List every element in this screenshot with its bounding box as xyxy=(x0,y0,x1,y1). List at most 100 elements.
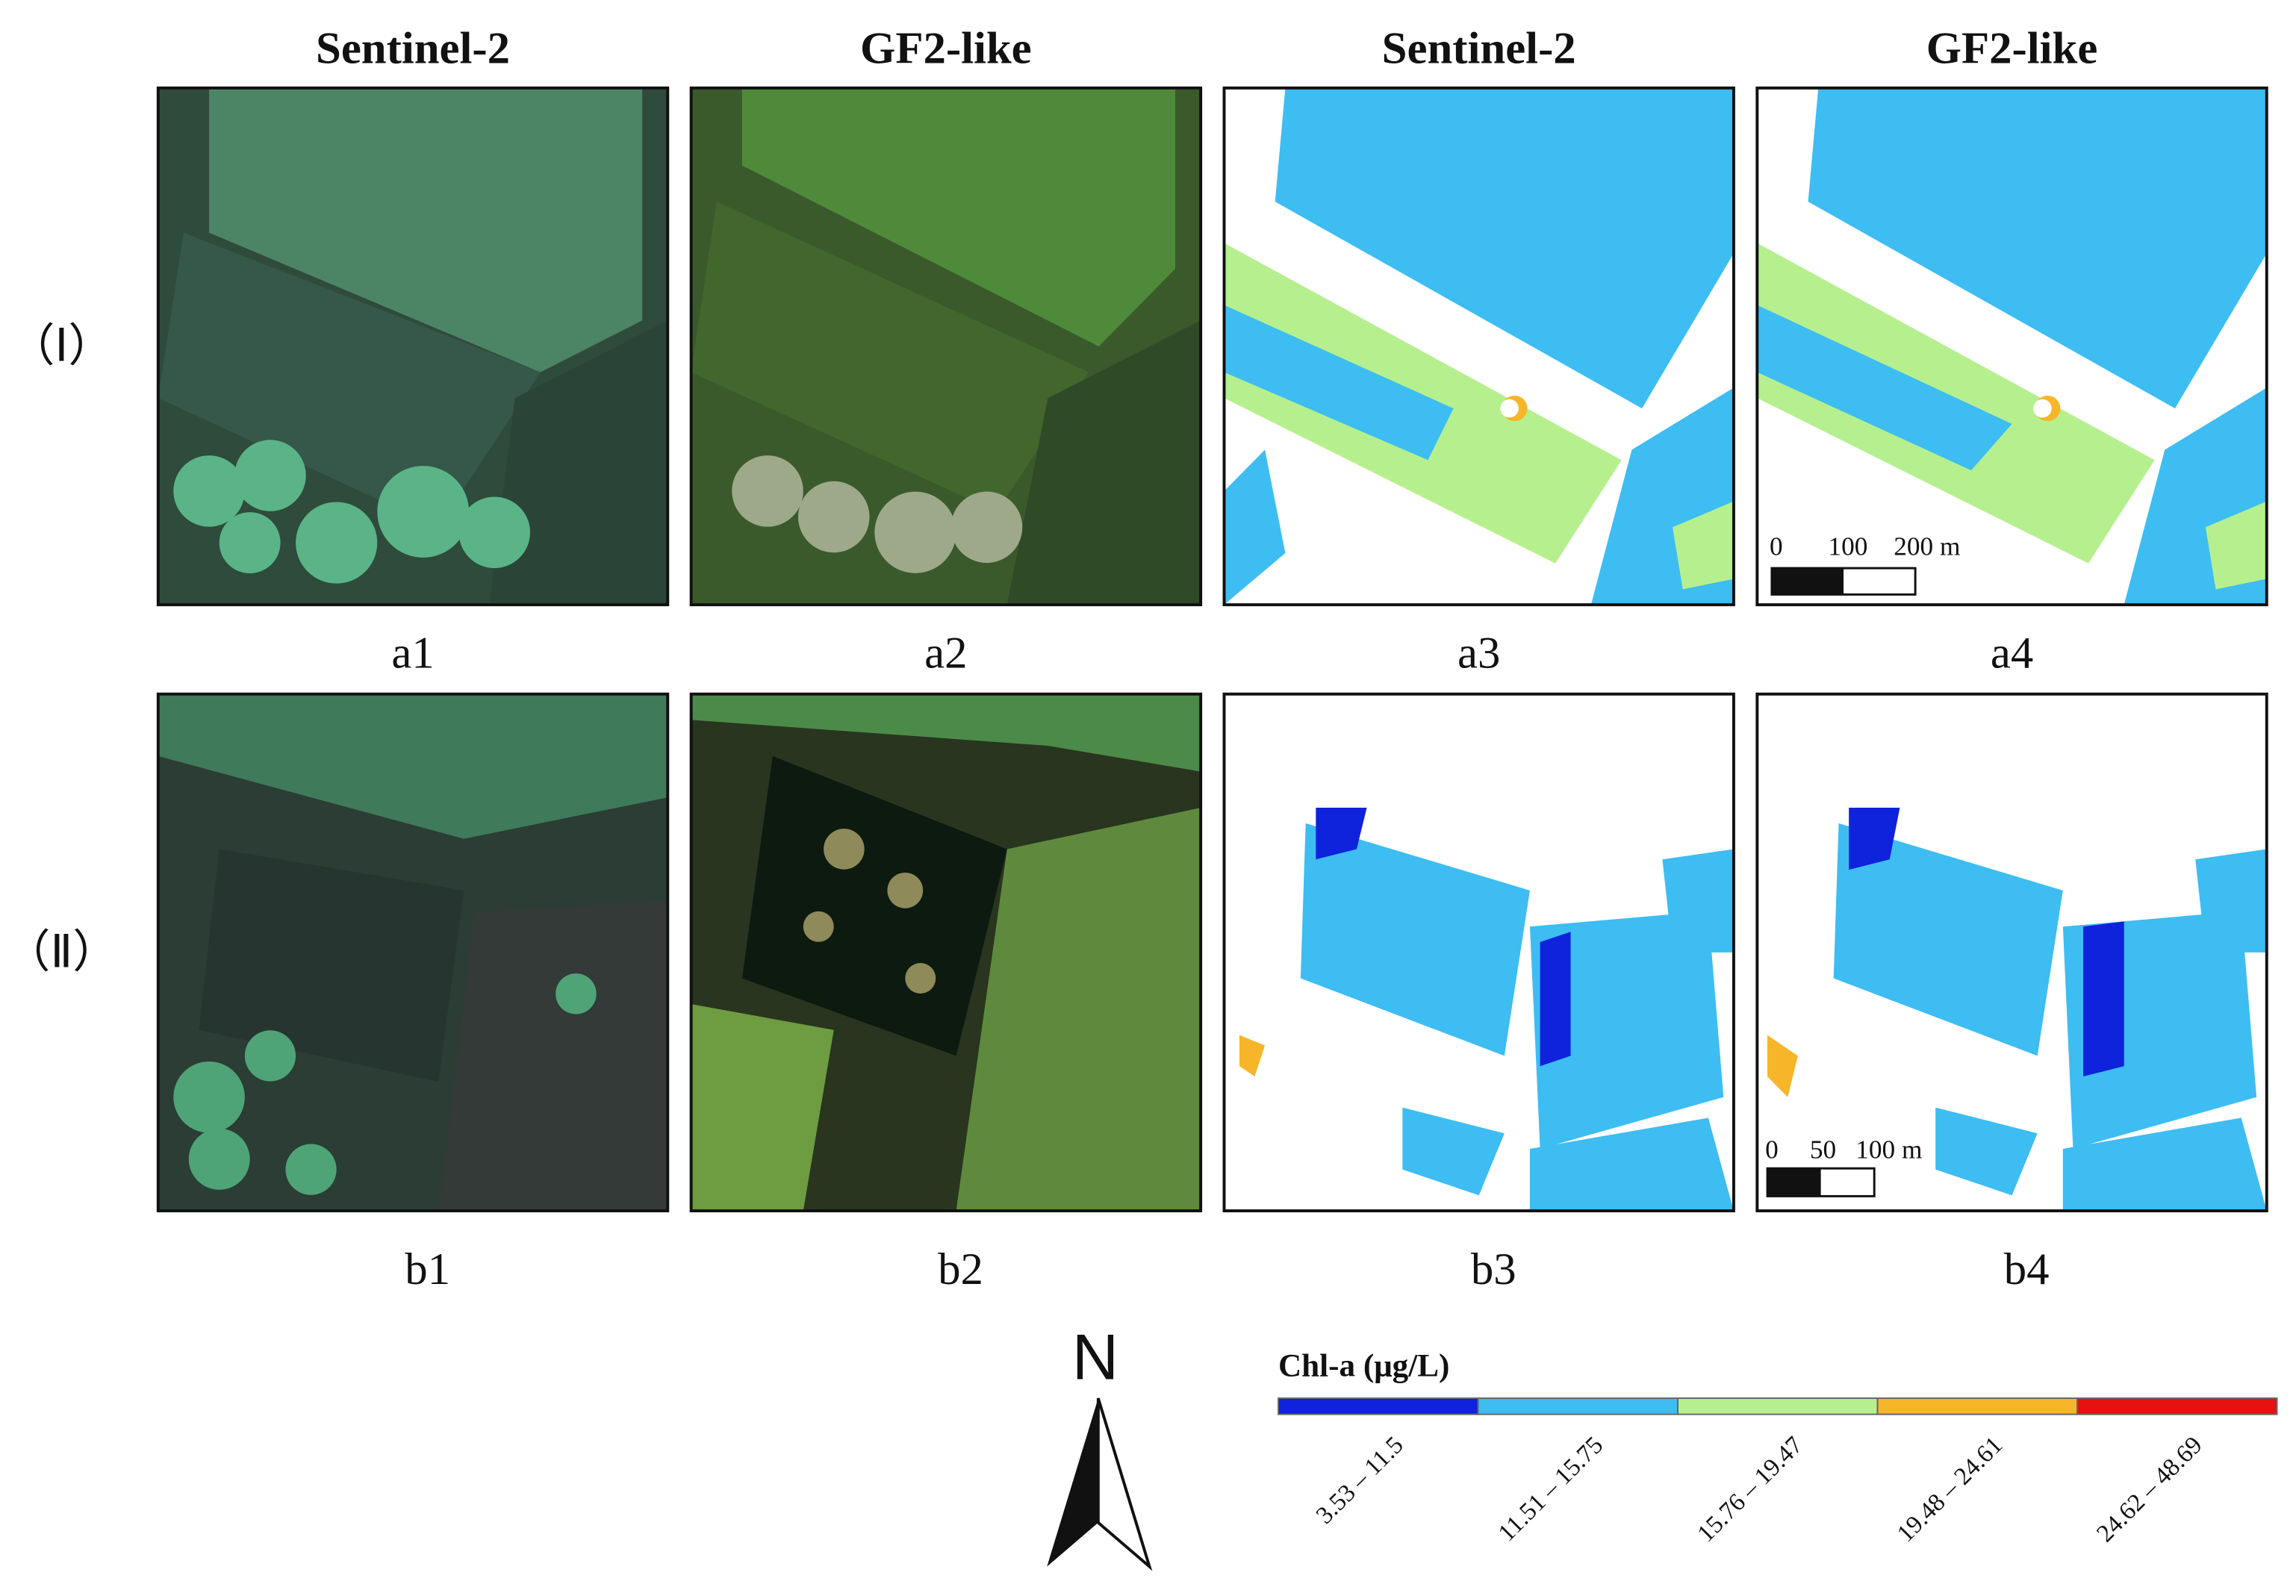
image-panel xyxy=(156,86,670,607)
panel-shape xyxy=(803,911,834,942)
scale-bar-label: 0 xyxy=(1770,532,1783,561)
scale-bar-label: 50 xyxy=(1810,1135,1836,1164)
panel-shape xyxy=(234,440,306,511)
panel-shape xyxy=(1402,1107,1505,1196)
panel-label: b2 xyxy=(938,1244,983,1294)
panel-border xyxy=(689,86,1203,607)
panel-border xyxy=(1222,86,1735,607)
legend-swatch xyxy=(1677,1397,1879,1415)
column-header: GF2-like xyxy=(860,24,1032,74)
row-label: （Ⅰ） xyxy=(10,322,114,372)
row-label: （Ⅱ） xyxy=(5,928,118,978)
legend-label: 15.76 – 19.47 xyxy=(1692,1431,1808,1547)
scale-bar-label: 200 m xyxy=(1894,532,1960,561)
panel-border xyxy=(1222,692,1735,1212)
panel-shape xyxy=(1239,1035,1266,1077)
panel-shape xyxy=(1673,501,1734,590)
panel-label: a1 xyxy=(391,628,434,678)
legend-swatch xyxy=(1278,1397,1479,1415)
north-arrow-left xyxy=(1047,1398,1098,1567)
panel-shape xyxy=(1529,1117,1734,1212)
legend-title: Chl-a (μg/L) xyxy=(1278,1349,1449,1384)
scale-bar-label: 100 m xyxy=(1855,1135,1922,1164)
panel-border xyxy=(1755,692,2268,1212)
scale-bar-black xyxy=(1771,568,1844,595)
image-panel xyxy=(689,692,1203,1212)
column-header: Sentinel-2 xyxy=(1382,24,1576,74)
panel-shape xyxy=(209,87,643,372)
panel-shape xyxy=(874,491,956,573)
panel-shape xyxy=(438,900,668,1212)
panel-shape xyxy=(173,455,245,527)
panel-shape xyxy=(188,1128,250,1190)
panel-shape xyxy=(1500,399,1519,418)
north-label: N xyxy=(1072,1322,1119,1394)
panel-shape xyxy=(158,693,668,839)
panel-shape xyxy=(1224,305,1454,461)
panel-shape xyxy=(824,829,865,870)
panel-shape xyxy=(296,502,378,584)
panel-shape xyxy=(1757,305,2012,471)
legend-label: 19.48 – 24.61 xyxy=(1891,1431,2008,1547)
legend-label: 3.53 – 11.5 xyxy=(1310,1431,1408,1529)
image-panel xyxy=(156,692,670,1212)
panel-shape xyxy=(956,808,1201,1212)
panel-border xyxy=(156,86,670,607)
panel-shape xyxy=(1007,320,1201,605)
legend-swatch xyxy=(1477,1397,1679,1415)
column-header: GF2-like xyxy=(1926,24,2098,74)
panel-shape xyxy=(691,202,1089,512)
north-arrow-right xyxy=(1096,1397,1153,1571)
panel-shape xyxy=(732,455,803,527)
panel-shape xyxy=(1935,1107,2038,1196)
legend-label: 24.62 – 48.69 xyxy=(2091,1431,2208,1547)
panel-shape xyxy=(2205,501,2267,590)
panel-border xyxy=(1755,86,2268,607)
panel-shape xyxy=(199,849,464,1082)
panel-shape xyxy=(489,320,668,605)
panel-label: b4 xyxy=(2004,1244,2050,1294)
panel-shape xyxy=(1662,849,1734,953)
image-panel xyxy=(1755,86,2268,607)
panel-label: a3 xyxy=(1457,628,1500,678)
panel-shape xyxy=(905,963,936,994)
legend-label: 11.51 – 15.75 xyxy=(1493,1431,1608,1547)
panel-shape xyxy=(219,512,281,574)
panel-shape xyxy=(1275,87,1734,409)
panel-shape xyxy=(887,872,924,908)
panel-shape xyxy=(1767,1035,1798,1097)
panel-shape xyxy=(797,481,870,553)
panel-shape xyxy=(1540,932,1571,1067)
panel-shape xyxy=(377,466,470,558)
panel-shape xyxy=(691,693,1201,772)
panel-shape xyxy=(285,1144,337,1195)
panel-shape xyxy=(1849,808,1900,870)
panel-shape xyxy=(556,973,597,1014)
column-header: Sentinel-2 xyxy=(316,24,510,74)
panel-shape xyxy=(2033,399,2052,418)
panel-shape xyxy=(741,87,1175,347)
panel-shape xyxy=(1300,823,1530,1056)
panel-label: a2 xyxy=(924,628,967,678)
panel-shape xyxy=(691,1004,834,1212)
panel-label: b3 xyxy=(1471,1244,1516,1294)
panel-shape xyxy=(1529,911,1724,1149)
panel-shape xyxy=(2083,921,2124,1077)
image-panel xyxy=(1222,692,1735,1212)
panel-shape xyxy=(1833,823,2063,1056)
panel-label: b1 xyxy=(405,1244,450,1294)
panel-shape xyxy=(951,491,1023,564)
panel-shape xyxy=(158,232,541,528)
panel-border xyxy=(156,692,670,1212)
scale-bar-label: 100 xyxy=(1828,532,1867,561)
legend-swatch xyxy=(2076,1397,2278,1415)
panel-shape xyxy=(1808,87,2267,409)
panel-shape xyxy=(1224,449,1286,605)
image-panel xyxy=(1755,692,2268,1212)
panel-shape xyxy=(458,496,530,568)
panel-label: a4 xyxy=(1991,628,2033,678)
panel-border xyxy=(689,692,1203,1212)
legend-swatch xyxy=(1876,1397,2078,1415)
image-panel xyxy=(1222,86,1735,607)
